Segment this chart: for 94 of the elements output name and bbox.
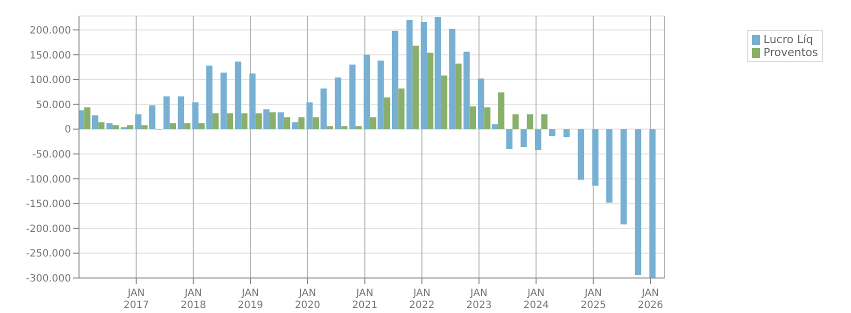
y-tick-label: 50.000 <box>36 100 71 111</box>
bar <box>192 102 199 130</box>
bar <box>392 30 398 130</box>
bar <box>434 16 441 130</box>
x-tick-label: JAN 2018 <box>180 288 206 311</box>
bar <box>449 28 456 130</box>
bar <box>170 123 176 130</box>
bar <box>549 129 556 136</box>
x-tick-label: JAN 2022 <box>409 288 435 311</box>
bar <box>463 52 470 130</box>
bar <box>178 96 184 130</box>
bar <box>455 64 462 130</box>
bar <box>484 107 490 130</box>
bar <box>492 124 498 130</box>
bar <box>263 109 270 130</box>
bar <box>334 78 342 130</box>
bar <box>206 66 212 130</box>
y-tick-label: -50.000 <box>32 149 71 160</box>
bar <box>649 129 656 278</box>
bar <box>184 123 190 130</box>
y-tick-label: -150.000 <box>26 199 71 210</box>
bar <box>534 129 542 150</box>
bar <box>220 72 227 130</box>
bar <box>320 88 327 130</box>
bar <box>256 113 262 130</box>
bar <box>106 123 113 130</box>
bar <box>249 74 256 130</box>
bar <box>406 20 413 130</box>
bar <box>541 114 548 130</box>
x-tick-label: JAN 2023 <box>466 288 492 311</box>
bar <box>292 122 298 130</box>
bar <box>84 107 90 130</box>
bar <box>634 129 642 276</box>
bar <box>420 22 428 130</box>
bar <box>270 112 276 130</box>
bar <box>578 129 584 180</box>
bar <box>470 106 476 130</box>
bar <box>141 125 148 130</box>
bar <box>127 125 134 130</box>
bar <box>278 112 284 130</box>
legend-label: Proventos <box>762 46 818 59</box>
bar <box>364 54 370 130</box>
bar <box>98 122 104 130</box>
y-tick-label: -200.000 <box>26 224 71 235</box>
bar <box>212 113 219 130</box>
bar <box>341 126 348 130</box>
y-tick-label: 200.000 <box>30 25 71 36</box>
bar <box>427 52 434 130</box>
x-tick-label: JAN 2024 <box>523 288 549 311</box>
x-tick-label: JAN 2020 <box>294 288 320 311</box>
bar <box>398 88 405 130</box>
bar <box>234 62 242 130</box>
y-tick-label: 150.000 <box>30 50 71 62</box>
bar <box>306 102 313 130</box>
bar <box>620 129 627 224</box>
x-tick-label: JAN 2025 <box>580 288 606 311</box>
y-tick-label: -300.000 <box>26 274 71 285</box>
bar <box>284 117 290 130</box>
bar <box>92 115 98 130</box>
x-tick-label: JAN 2017 <box>124 288 149 311</box>
x-tick-label: JAN 2021 <box>352 288 378 311</box>
bar <box>478 78 484 130</box>
x-tick-label: JAN 2026 <box>638 288 664 311</box>
bar <box>349 64 356 130</box>
bar <box>241 113 248 130</box>
bar <box>112 125 119 130</box>
bar <box>512 114 519 130</box>
legend-label: Lucro Líq <box>762 33 814 46</box>
bar <box>384 97 390 130</box>
bar <box>592 129 598 186</box>
bar <box>312 117 319 130</box>
bar <box>378 60 384 130</box>
bar <box>563 129 570 138</box>
bar <box>198 123 205 130</box>
bar <box>370 117 376 130</box>
bar <box>440 76 448 130</box>
y-tick-label: -100.000 <box>26 174 71 186</box>
y-tick-label: -250.000 <box>26 248 71 260</box>
bar <box>326 126 334 130</box>
y-tick-label: 0 <box>64 124 71 136</box>
x-tick-label: JAN 2019 <box>238 288 264 311</box>
bar <box>135 114 142 130</box>
bar <box>298 117 305 130</box>
y-tick-label: 100.000 <box>30 75 71 86</box>
bar <box>412 46 419 130</box>
bar <box>163 96 170 130</box>
bar <box>226 113 234 130</box>
bar <box>520 129 527 147</box>
bar <box>526 114 534 130</box>
bar <box>606 129 612 203</box>
bar <box>506 129 512 149</box>
bar <box>149 105 156 130</box>
bar <box>356 126 362 130</box>
bar <box>498 92 504 130</box>
